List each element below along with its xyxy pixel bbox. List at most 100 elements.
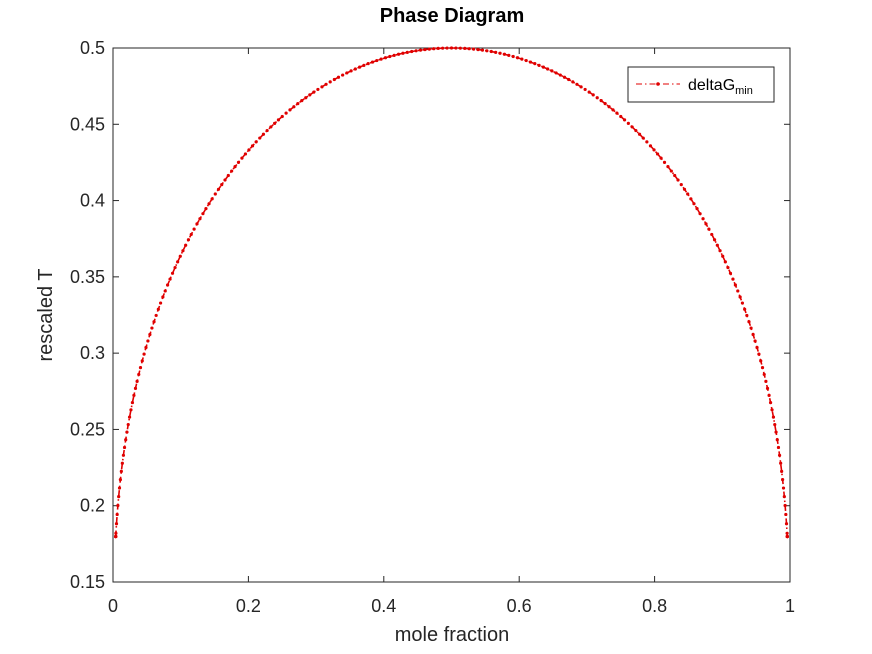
series-point xyxy=(773,422,777,427)
series-point xyxy=(710,232,714,237)
series-point xyxy=(146,339,150,343)
x-tick-label: 0.2 xyxy=(236,596,261,616)
series-point xyxy=(541,65,545,69)
series-point xyxy=(747,320,751,324)
series-point xyxy=(550,69,554,73)
series-point xyxy=(341,73,345,77)
series-point xyxy=(704,222,708,226)
series-point xyxy=(755,345,759,350)
series-point xyxy=(114,531,118,535)
y-tick-label: 0.35 xyxy=(70,267,105,287)
series-point xyxy=(353,67,357,71)
series-point xyxy=(707,227,711,231)
series-point xyxy=(414,49,418,53)
series-point xyxy=(669,169,673,173)
series-point xyxy=(751,332,755,337)
series-point xyxy=(607,105,611,109)
series-point xyxy=(524,58,528,63)
series-point xyxy=(117,486,122,490)
series-point xyxy=(760,365,765,370)
series-point xyxy=(767,393,771,398)
series-point xyxy=(781,486,786,490)
series-point xyxy=(230,169,234,173)
series-point xyxy=(784,512,788,517)
series-point xyxy=(502,52,507,56)
series-point xyxy=(736,289,740,293)
series-point xyxy=(181,249,185,253)
series-point xyxy=(192,227,196,231)
series-point xyxy=(383,56,388,60)
series-point xyxy=(370,60,375,64)
series-point xyxy=(546,67,550,71)
series-point xyxy=(265,128,269,133)
series-point xyxy=(494,50,498,54)
series-point xyxy=(780,469,784,473)
x-tick-label: 0.8 xyxy=(642,596,667,616)
series-point xyxy=(619,114,623,119)
series-point xyxy=(114,534,118,539)
series-point xyxy=(626,121,630,125)
series-point xyxy=(269,125,273,129)
series-point xyxy=(173,265,177,270)
series-point xyxy=(445,46,449,50)
series-point xyxy=(695,207,699,211)
series-point xyxy=(454,46,458,50)
y-tick-label: 0.25 xyxy=(70,419,105,439)
series-point xyxy=(122,445,127,450)
series-point xyxy=(757,352,761,356)
series-point xyxy=(449,46,454,50)
series-point xyxy=(156,307,160,311)
y-tick-label: 0.45 xyxy=(70,114,105,134)
series-point xyxy=(476,47,480,52)
series-point xyxy=(273,121,277,125)
plot-area: 0 0.2 0.4 0.6 0.8 1 0.15 0.2 0.25 0.3 0.35 0.4 0.45… xyxy=(70,38,795,616)
series-point xyxy=(254,140,258,144)
series-point xyxy=(308,93,312,97)
series-point xyxy=(441,46,445,50)
x-tick-label: 1 xyxy=(785,596,795,616)
series-point xyxy=(247,148,251,152)
series-point xyxy=(776,445,781,450)
y-axis-ticks: 0.15 0.2 0.25 0.3 0.35 0.4 0.45 0.5 xyxy=(70,38,790,592)
x-tick-label: 0.6 xyxy=(507,596,532,616)
series-point xyxy=(324,82,328,86)
series-point xyxy=(753,339,757,343)
series-point xyxy=(250,144,255,148)
series-point xyxy=(562,75,567,79)
series-point xyxy=(637,132,642,136)
series-point xyxy=(186,238,191,242)
series-point xyxy=(276,118,281,122)
series-point xyxy=(595,96,599,100)
series-point xyxy=(575,82,579,86)
series-point xyxy=(599,99,603,103)
series-point xyxy=(328,80,332,84)
series-point xyxy=(119,469,123,473)
series-point xyxy=(777,453,782,457)
series-point xyxy=(158,301,163,305)
series-point xyxy=(715,243,719,247)
series-point xyxy=(201,212,205,216)
series-point xyxy=(121,453,126,457)
series-point xyxy=(204,207,208,211)
series-point xyxy=(130,400,135,405)
series-point xyxy=(634,128,638,133)
series-point xyxy=(733,283,737,287)
series-point xyxy=(436,46,440,50)
series-point xyxy=(135,379,139,383)
series-point xyxy=(362,63,366,67)
series-point xyxy=(126,422,130,427)
series-point xyxy=(210,197,214,201)
y-axis-label: rescaled T xyxy=(35,268,57,361)
series-point xyxy=(520,57,524,61)
series-point xyxy=(236,160,241,164)
series-point xyxy=(782,495,786,499)
series-point xyxy=(666,165,670,169)
series-point xyxy=(292,105,296,109)
series-point xyxy=(721,254,725,258)
series-point xyxy=(138,365,143,370)
series-point xyxy=(195,222,199,226)
series-point xyxy=(336,75,341,79)
series-point xyxy=(692,202,696,206)
series-point xyxy=(358,65,362,69)
legend-label: deltaGmin xyxy=(688,77,753,97)
